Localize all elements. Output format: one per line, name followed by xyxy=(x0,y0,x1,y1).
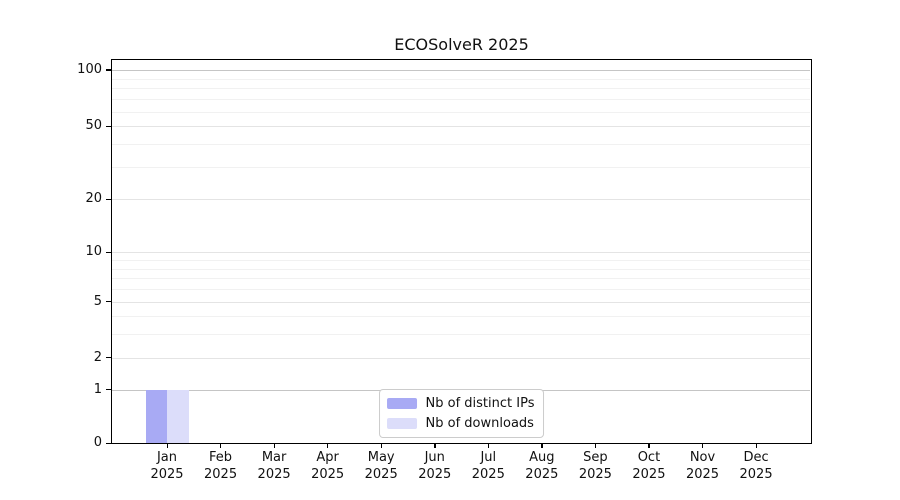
x-tick-year: 2025 xyxy=(204,467,238,482)
x-tick-month: Dec xyxy=(743,450,769,465)
x-tick-year: 2025 xyxy=(418,467,452,482)
y-axis-tick xyxy=(106,357,111,359)
x-tick-month: Feb xyxy=(209,450,233,465)
x-tick-year: 2025 xyxy=(525,467,559,482)
x-axis-tick-label: Jul 2025 xyxy=(458,449,518,483)
major-gridline xyxy=(112,199,810,201)
x-axis-tick xyxy=(702,443,704,448)
legend-entry: Nb of distinct IPs xyxy=(386,395,535,412)
x-axis-tick-label: Dec 2025 xyxy=(726,449,786,483)
legend-label: Nb of distinct IPs xyxy=(425,396,535,411)
minor-gridline xyxy=(112,289,810,291)
minor-gridline xyxy=(112,111,810,113)
x-tick-year: 2025 xyxy=(150,467,184,482)
x-axis-tick-label: Apr 2025 xyxy=(298,449,358,483)
x-tick-month: Apr xyxy=(316,450,339,465)
major-gridline xyxy=(112,69,810,71)
x-axis-tick xyxy=(755,443,757,448)
x-tick-month: Sep xyxy=(583,450,608,465)
x-axis-tick-label: Mar 2025 xyxy=(244,449,304,483)
x-axis-tick xyxy=(487,443,490,448)
minor-gridline xyxy=(112,268,810,270)
y-axis-tick xyxy=(106,125,111,128)
y-axis-tick-label: 10 xyxy=(85,244,102,260)
minor-gridline xyxy=(112,278,810,280)
legend-entry: Nb of downloads xyxy=(386,415,535,432)
chart-title: ECOSolveR 2025 xyxy=(394,35,529,54)
x-axis-tick xyxy=(648,443,650,448)
x-tick-month: Oct xyxy=(637,450,661,465)
x-tick-month: Jul xyxy=(480,450,497,465)
x-axis-tick-label: Sep 2025 xyxy=(565,449,625,483)
x-tick-year: 2025 xyxy=(471,467,505,482)
y-axis-tick-label: 0 xyxy=(93,435,102,450)
major-gridline xyxy=(112,301,810,303)
y-axis-tick-label: 100 xyxy=(77,61,102,77)
x-tick-year: 2025 xyxy=(739,467,773,482)
x-tick-month: Jun xyxy=(424,450,445,465)
y-axis-tick-label: 20 xyxy=(85,191,102,207)
bar-downloads xyxy=(167,389,189,443)
y-axis-tick xyxy=(106,251,111,254)
y-axis-tick-label: 50 xyxy=(85,118,102,134)
x-axis-tick xyxy=(594,443,597,448)
minor-gridline xyxy=(112,99,810,101)
minor-gridline xyxy=(112,260,810,262)
x-axis-tick-label: Nov 2025 xyxy=(673,449,733,483)
x-tick-month: Nov xyxy=(689,450,716,465)
x-tick-year: 2025 xyxy=(311,467,345,482)
y-axis-tick xyxy=(106,301,111,303)
x-tick-month: Aug xyxy=(529,450,555,465)
legend: Nb of distinct IPs Nb of downloads xyxy=(378,389,545,438)
x-axis-tick-label: Feb 2025 xyxy=(191,449,251,483)
minor-gridline xyxy=(112,144,810,146)
x-axis-tick xyxy=(166,443,168,448)
x-axis-tick-label: Jan 2025 xyxy=(137,449,197,483)
x-tick-month: Jan xyxy=(156,450,178,465)
minor-gridline xyxy=(112,78,810,80)
x-axis-tick xyxy=(220,443,222,448)
y-axis-tick xyxy=(106,198,111,201)
plot-area: Nb of distinct IPs Nb of downloads xyxy=(111,59,812,444)
x-axis-tick xyxy=(327,443,329,448)
x-axis-tick-label: Oct 2025 xyxy=(619,449,679,483)
minor-gridline xyxy=(112,316,810,318)
x-axis-tick xyxy=(434,443,436,448)
y-axis-tick xyxy=(106,69,111,71)
y-axis-tick-label: 5 xyxy=(93,293,102,309)
y-axis-tick xyxy=(106,442,111,444)
x-axis-tick-label: May 2025 xyxy=(351,449,411,483)
minor-gridline xyxy=(112,334,810,336)
x-tick-year: 2025 xyxy=(578,467,612,482)
x-tick-month: May xyxy=(367,450,395,465)
bar-distinct-ips xyxy=(145,389,167,443)
x-tick-year: 2025 xyxy=(685,467,720,482)
x-tick-month: Mar xyxy=(261,450,287,465)
major-gridline xyxy=(112,357,810,359)
x-axis-tick xyxy=(541,443,543,448)
x-axis-tick xyxy=(273,443,275,448)
x-axis-tick-label: Aug 2025 xyxy=(512,449,572,483)
x-tick-year: 2025 xyxy=(364,467,398,482)
major-gridline xyxy=(112,126,810,128)
x-axis-tick-label: Jun 2025 xyxy=(405,449,465,483)
major-gridline xyxy=(112,252,810,254)
y-axis-tick-label: 1 xyxy=(93,381,102,397)
y-axis-tick xyxy=(106,389,111,391)
legend-label: Nb of downloads xyxy=(425,416,534,431)
x-tick-year: 2025 xyxy=(257,467,291,482)
legend-swatch xyxy=(386,398,417,409)
x-axis-tick xyxy=(380,443,382,448)
minor-gridline xyxy=(112,88,810,90)
legend-swatch xyxy=(386,418,417,429)
minor-gridline xyxy=(112,167,810,169)
x-tick-year: 2025 xyxy=(632,467,666,482)
y-axis-tick-label: 2 xyxy=(93,349,102,365)
